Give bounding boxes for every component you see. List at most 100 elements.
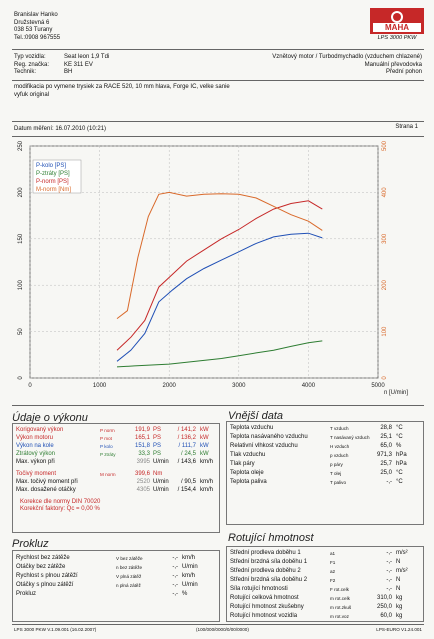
rotating-value: -,- bbox=[386, 550, 392, 556]
slip-unit: U/min bbox=[182, 564, 198, 570]
performance-label: Max. dosažené otáčky bbox=[16, 487, 76, 493]
external-title: Vnější data bbox=[228, 410, 284, 422]
rotating-table: Střední prodleva doběhu 1 a1 -,- m/s² Středn… bbox=[230, 550, 422, 622]
divider bbox=[12, 49, 424, 50]
vehicle-label: Reg. značka: bbox=[14, 61, 50, 68]
correction-note: Korekční faktory: Qc = 0,00 % bbox=[20, 506, 100, 512]
performance-unit-2: km/h bbox=[200, 487, 214, 493]
performance-value: 399,6 bbox=[134, 471, 150, 477]
performance-symbol: P ztráty bbox=[100, 452, 116, 457]
plot-frame bbox=[29, 145, 379, 379]
x-unit-label: n [U/min] bbox=[384, 390, 408, 396]
external-value: 65,0 bbox=[380, 443, 392, 449]
slip-box bbox=[12, 550, 220, 622]
x-tick-label: 1000 bbox=[93, 383, 107, 389]
customer-block: Branislav Hanko Družstevná 6 038 53 Tura… bbox=[14, 12, 60, 42]
x-tick-label: 4000 bbox=[302, 383, 316, 389]
slip-value: -,- bbox=[172, 582, 178, 588]
engine-line: Manuální převodovka bbox=[364, 61, 422, 68]
performance-symbol: P norm bbox=[100, 428, 115, 433]
slip-symbol: n bez zátěže bbox=[116, 565, 143, 570]
performance-value-2: / 141,2 bbox=[177, 427, 196, 433]
slip-symbol: n plná zátěž bbox=[116, 583, 141, 588]
performance-unit: PS bbox=[153, 435, 162, 441]
external-unit: °C bbox=[396, 479, 403, 485]
performance-label: Korigovaný výkon bbox=[16, 427, 64, 433]
rotating-title: Rotující hmotnost bbox=[228, 532, 314, 544]
y-left-tick-label: 100 bbox=[18, 280, 24, 291]
rotating-unit: N bbox=[396, 559, 401, 565]
slip-label: Otáčky bez zátěže bbox=[16, 564, 66, 570]
performance-symbol: M norm bbox=[100, 472, 116, 477]
external-table: Teplota vzduchu T vzduch 28,8 °C Teplota nas… bbox=[230, 425, 422, 523]
rotating-unit: kg bbox=[396, 613, 403, 619]
external-value: -,- bbox=[386, 479, 392, 485]
rotating-value: 250,0 bbox=[376, 604, 392, 610]
series-line bbox=[116, 200, 323, 351]
divider bbox=[12, 405, 424, 406]
maha-logo-icon bbox=[370, 8, 424, 34]
measurement-date: Datum měření: 16.07.2010 (10:21) bbox=[14, 126, 107, 132]
slip-unit: km/h bbox=[182, 555, 196, 561]
slip-label: Prokluz bbox=[16, 591, 37, 597]
performance-unit-2: kW bbox=[200, 443, 209, 449]
footer-left: LPS 3000 PKW V.1.09.001 (16.02.2007) bbox=[14, 627, 97, 632]
external-label: Teplota vzduchu bbox=[230, 425, 274, 431]
maha-logo: MAHA LPS 3000 PKW bbox=[370, 8, 424, 42]
performance-value: 4305 bbox=[136, 487, 150, 493]
external-value: 25,0 bbox=[380, 470, 392, 476]
legend-entry: M-norm [Nm] bbox=[36, 187, 71, 193]
vehicle-reg: KE 311 EV bbox=[64, 61, 93, 68]
rotating-value: 60,0 bbox=[380, 613, 392, 619]
external-symbol: p vzduch bbox=[330, 453, 349, 458]
performance-table: Korigovaný výkon P norm 191,9 PS / 141,2 kW Vý… bbox=[16, 427, 218, 531]
legend-entry: P-kolo [PS] bbox=[36, 163, 66, 169]
external-value: 971,3 bbox=[376, 452, 392, 458]
external-box bbox=[226, 421, 424, 525]
x-tick-label: 0 bbox=[28, 383, 32, 389]
y-left-tick-label: 50 bbox=[18, 328, 24, 335]
rotating-value: -,- bbox=[386, 568, 392, 574]
external-label: Teplota paliva bbox=[230, 479, 267, 485]
footer-center: (100/000/0000/0/00/0000) bbox=[196, 627, 249, 632]
customer-line: Branislav Hanko bbox=[14, 12, 58, 18]
rotating-symbol: m rot.zkuš bbox=[330, 605, 352, 610]
rotating-label: Rotující hmotnost zkušebny bbox=[230, 604, 304, 610]
performance-value: 151,8 bbox=[134, 443, 150, 449]
performance-value-2: / 24,5 bbox=[180, 451, 196, 457]
rotating-symbol: m rot.celk bbox=[330, 596, 350, 601]
divider bbox=[12, 121, 424, 122]
rotating-unit: m/s² bbox=[396, 550, 408, 556]
external-unit: % bbox=[396, 443, 402, 449]
slip-symbol: V bez zátěže bbox=[116, 556, 143, 561]
rotating-value: -,- bbox=[386, 559, 392, 565]
correction-note: Korekce dle normy DIN 70020 bbox=[20, 499, 101, 505]
external-unit: °C bbox=[396, 470, 403, 476]
x-tick-label: 3000 bbox=[232, 383, 246, 389]
slip-value: -,- bbox=[172, 555, 178, 561]
footer-right: LPS-EURO V1.24.001 bbox=[376, 627, 422, 632]
performance-value: 191,9 bbox=[134, 427, 150, 433]
y-right-tick-label: 400 bbox=[382, 187, 388, 198]
engine-line: Vznětový motor / Turbodmychadlo (vzduche… bbox=[272, 54, 422, 60]
slip-unit: km/h bbox=[182, 573, 196, 579]
rotating-unit: kg bbox=[396, 595, 403, 601]
performance-unit: U/min bbox=[153, 479, 169, 485]
performance-title: Údaje o výkonu bbox=[12, 412, 88, 424]
external-symbol: p páry bbox=[330, 462, 343, 467]
series-line bbox=[116, 232, 323, 362]
performance-label: Max. točivý moment při bbox=[16, 479, 78, 485]
legend-entry: P-ztráty [PS] bbox=[36, 171, 70, 177]
customer-line: Družstevná 6 bbox=[14, 19, 50, 26]
external-unit: °C bbox=[396, 434, 403, 440]
performance-label: Výkon na kole bbox=[16, 443, 54, 449]
rotating-label: Střední prodleva doběhu 1 bbox=[230, 550, 301, 556]
performance-unit-2: km/h bbox=[200, 459, 214, 465]
customer-line: 038 53 Turany bbox=[14, 27, 53, 34]
external-symbol: T nasávaný vzduch bbox=[330, 435, 370, 440]
rotating-label: Střední brzdná síla doběhu 2 bbox=[230, 577, 308, 583]
vehicle-label: Technik: bbox=[14, 69, 37, 76]
performance-symbol: P kolo bbox=[100, 444, 113, 449]
external-value: 25,1 bbox=[380, 434, 392, 440]
slip-value: -,- bbox=[172, 564, 178, 570]
